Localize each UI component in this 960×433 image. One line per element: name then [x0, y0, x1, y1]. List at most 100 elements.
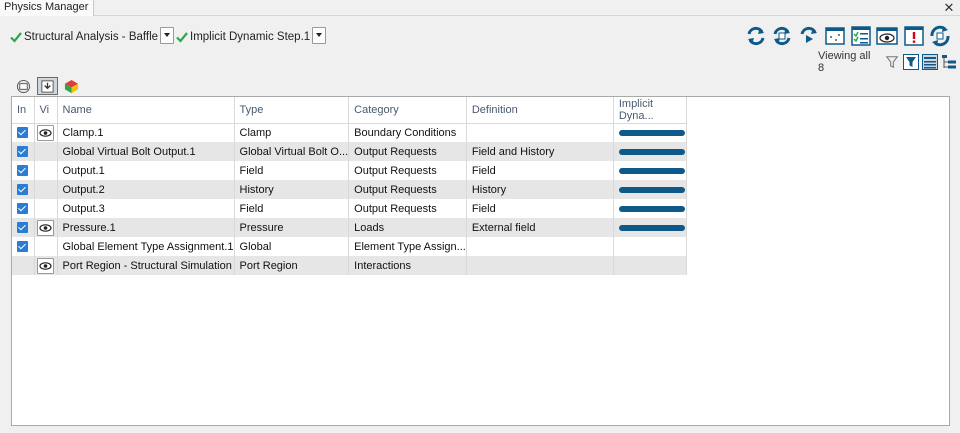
import-view-icon [41, 79, 54, 93]
category-cell: Interactions [348, 256, 467, 275]
physics-table: In Vi Name Type Category Definition Impl… [12, 97, 687, 275]
type-cell: Global Virtual Bolt O... [234, 142, 350, 161]
step-active-bar [618, 148, 685, 155]
checklist-icon [851, 26, 871, 46]
step-cell [613, 256, 687, 275]
definition-cell: Field [466, 161, 614, 180]
vi-cell[interactable] [34, 142, 58, 161]
type-cell: Field [234, 161, 350, 180]
include-checkbox[interactable] [17, 184, 29, 196]
include-checkbox[interactable] [17, 203, 29, 215]
update-button[interactable] [744, 24, 768, 48]
in-cell[interactable] [12, 123, 35, 142]
vi-cell[interactable] [34, 161, 58, 180]
analysis-case-dropdown[interactable] [160, 26, 175, 44]
column-header-category[interactable]: Category [348, 97, 467, 124]
step-cell [613, 218, 687, 237]
green-check-icon [10, 32, 22, 43]
green-check-icon [176, 32, 188, 43]
type-cell: Pressure [234, 218, 350, 237]
table-row[interactable]: Clamp.1 Clamp Boundary Conditions [12, 123, 687, 142]
table-row[interactable]: Global Virtual Bolt Output.1 Global Virtu… [12, 142, 687, 161]
view-tabs [13, 77, 85, 96]
update-all-button[interactable] [770, 24, 794, 48]
column-header-definition[interactable]: Definition [466, 97, 614, 124]
step-active-bar [618, 129, 685, 136]
name-cell: Global Element Type Assignment.1 [57, 237, 235, 256]
in-cell[interactable] [12, 256, 35, 275]
table-row[interactable]: Output.3 Field Output Requests Field [12, 199, 687, 218]
name-cell: Output.2 [57, 180, 235, 199]
step-cell [613, 142, 687, 161]
definition-cell [466, 256, 614, 275]
table-row[interactable]: Port Region - Structural Simulation Port … [12, 256, 687, 275]
visibility-toggle[interactable] [37, 257, 54, 274]
vi-cell[interactable] [34, 180, 58, 199]
category-cell: Output Requests [348, 142, 467, 161]
visibility-button[interactable] [875, 24, 899, 48]
include-checkbox[interactable] [17, 146, 29, 158]
simulation-view-tab[interactable] [61, 77, 82, 95]
vi-cell[interactable] [34, 256, 58, 275]
tree-view-button[interactable] [941, 54, 957, 70]
table-row[interactable]: Output.2 History Output Requests History [12, 180, 687, 199]
visibility-icon [876, 27, 899, 45]
vi-cell[interactable] [34, 237, 58, 256]
include-checkbox[interactable] [17, 165, 29, 177]
step-active-bar [618, 186, 685, 193]
category-cell: Boundary Conditions [348, 123, 467, 142]
step-dropdown[interactable] [312, 26, 327, 44]
close-icon[interactable]: ✕ [943, 0, 955, 15]
vi-cell[interactable] [34, 199, 58, 218]
name-cell: Output.3 [57, 199, 235, 218]
column-header-type[interactable]: Type [234, 97, 350, 124]
in-cell[interactable] [12, 218, 35, 237]
in-cell[interactable] [12, 199, 35, 218]
features-view-tab[interactable] [13, 77, 34, 95]
window-title[interactable]: Physics Manager [0, 0, 95, 16]
table-view-button[interactable] [922, 54, 938, 70]
checklist-button[interactable] [849, 24, 873, 48]
type-cell: Global [234, 237, 350, 256]
column-header-vi[interactable]: Vi [34, 97, 58, 124]
physics-table-panel: In Vi Name Type Category Definition Impl… [11, 96, 950, 426]
eye-icon [39, 261, 52, 270]
table-row[interactable]: Pressure.1 Pressure Loads External field [12, 218, 687, 237]
table-header-row: In Vi Name Type Category Definition Impl… [12, 97, 687, 124]
vi-cell[interactable] [34, 218, 58, 237]
category-cell: Loads [348, 218, 467, 237]
table-row[interactable]: Output.1 Field Output Requests Field [12, 161, 687, 180]
step-cell [613, 180, 687, 199]
column-header-step[interactable]: Implicit Dyna... [613, 97, 687, 124]
warnings-icon [904, 26, 924, 46]
features-view-icon [16, 79, 31, 93]
run-button[interactable] [797, 24, 821, 48]
in-cell[interactable] [12, 161, 35, 180]
in-cell[interactable] [12, 180, 35, 199]
include-checkbox[interactable] [17, 241, 29, 253]
import-view-tab[interactable] [37, 77, 58, 95]
step-active-bar [618, 205, 685, 212]
vi-cell[interactable] [34, 123, 58, 142]
in-cell[interactable] [12, 142, 35, 161]
synchronize-button[interactable] [928, 24, 952, 48]
warnings-button[interactable] [902, 24, 926, 48]
definition-cell: Field and History [466, 142, 614, 161]
visibility-toggle[interactable] [37, 219, 54, 236]
column-header-in[interactable]: In [12, 97, 35, 124]
name-cell: Port Region - Structural Simulation [57, 256, 235, 275]
filter-active-button[interactable] [903, 54, 919, 70]
table-body: Clamp.1 Clamp Boundary Conditions Global Vi… [12, 123, 687, 275]
include-checkbox[interactable] [17, 127, 29, 139]
step-cell [613, 123, 687, 142]
category-cell: Output Requests [348, 180, 467, 199]
step-cell [613, 161, 687, 180]
in-cell[interactable] [12, 237, 35, 256]
filter-button[interactable] [885, 54, 900, 70]
definition-cell: History [466, 180, 614, 199]
select-table-button[interactable] [823, 24, 847, 48]
table-row[interactable]: Global Element Type Assignment.1 Global El… [12, 237, 687, 256]
visibility-toggle[interactable] [37, 124, 54, 141]
column-header-name[interactable]: Name [57, 97, 235, 124]
include-checkbox[interactable] [17, 222, 29, 234]
